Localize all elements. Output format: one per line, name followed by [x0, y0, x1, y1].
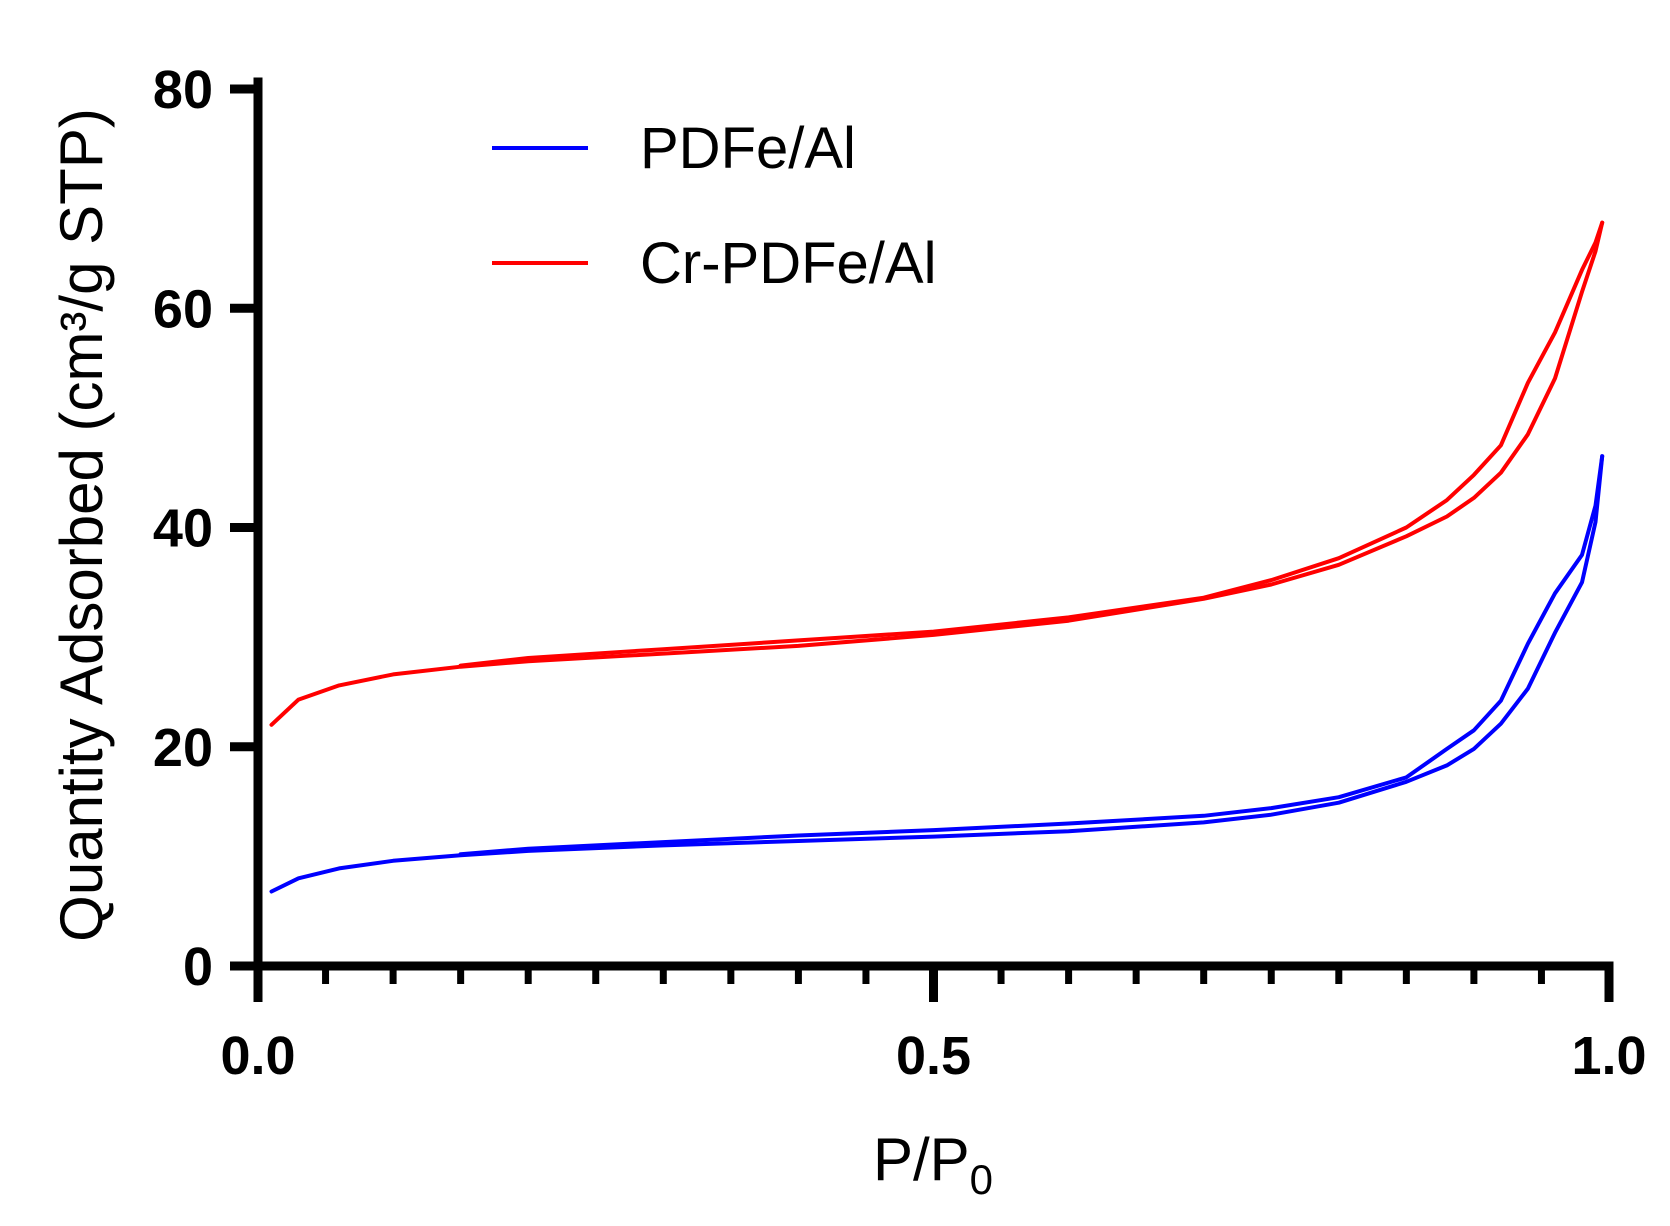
x-tick-label: 0.0	[220, 1026, 295, 1086]
x-axis-title-main: P/P	[873, 1126, 970, 1193]
legend-label-pdfe-al: PDFe/Al	[640, 116, 856, 181]
ticks-layer: 0 20 40 60 80 0.0 0.5 1.0	[153, 60, 1647, 1086]
x-axis-title-subscript: 0	[970, 1156, 993, 1203]
x-axis-title: P/P0	[873, 1126, 993, 1203]
legend: PDFe/Al Cr-PDFe/Al	[492, 116, 936, 296]
y-tick-label: 60	[153, 279, 213, 339]
y-tick-label: 0	[183, 937, 213, 997]
x-tick-label: 1.0	[1571, 1026, 1646, 1086]
axes-layer	[253, 77, 1614, 971]
x-tick-label: 0.5	[896, 1026, 971, 1086]
series-cr-pdfe-al-desorption-line	[458, 220, 1605, 668]
series-layer	[269, 220, 1605, 894]
y-tick-label: 40	[153, 499, 213, 559]
legend-label-cr-pdfe-al: Cr-PDFe/Al	[640, 231, 936, 296]
series-cr-pdfe-al-adsorption-line	[269, 220, 1605, 727]
series-pdfe-al-adsorption-line	[269, 454, 1605, 894]
y-axis-title: Quantity Adsorbed (cm³/g STP)	[48, 108, 115, 942]
y-tick-label: 80	[153, 60, 213, 120]
series-pdfe-al-desorption-line	[458, 454, 1605, 857]
y-tick-label: 20	[153, 718, 213, 778]
